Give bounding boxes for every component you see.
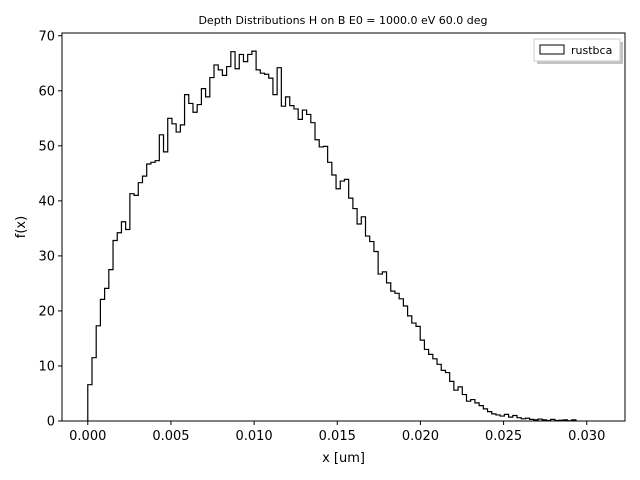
y-tick-label: 40 — [38, 194, 55, 209]
y-tick-label: 0 — [47, 415, 55, 430]
x-tick-label: 0.030 — [568, 429, 605, 444]
x-tick-label: 0.025 — [485, 429, 522, 444]
axes-frame — [61, 32, 626, 422]
x-tick-label: 0.000 — [69, 429, 106, 444]
y-tick-label: 50 — [38, 139, 55, 154]
histogram-step-rustbca — [87, 50, 577, 422]
x-tick-label: 0.015 — [319, 429, 356, 444]
chart-title: Depth Distributions H on B E0 = 1000.0 e… — [198, 14, 487, 27]
plot-area — [87, 50, 577, 422]
x-tick-label: 0.005 — [152, 429, 189, 444]
legend-swatch — [539, 44, 565, 55]
y-axis: 0 10 20 30 40 50 60 70 — [38, 29, 62, 430]
x-axis-label: x [um] — [322, 451, 365, 466]
legend-label-rustbca: rustbca — [571, 44, 612, 57]
x-tick-label: 0.020 — [402, 429, 439, 444]
y-tick-label: 60 — [38, 84, 55, 99]
x-axis: 0.000 0.005 0.010 0.015 0.020 0.025 0.030 — [69, 421, 605, 444]
x-tick-label: 0.010 — [235, 429, 272, 444]
y-tick-label: 30 — [38, 249, 55, 264]
y-tick-label: 10 — [38, 359, 55, 374]
y-tick-label: 20 — [38, 304, 55, 319]
y-tick-label: 70 — [38, 29, 55, 44]
legend: rustbca — [533, 38, 623, 64]
y-axis-label: f(x) — [14, 216, 29, 238]
